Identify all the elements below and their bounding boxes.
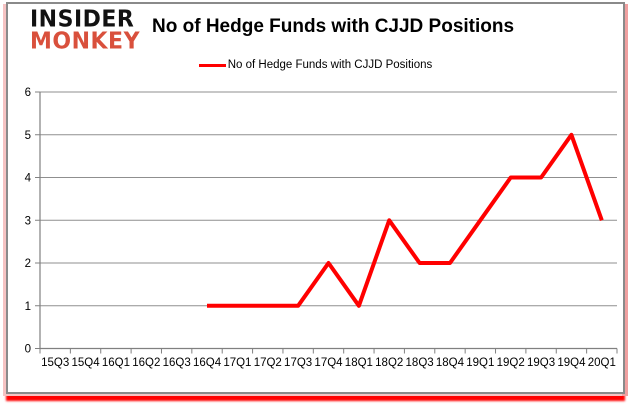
x-tick-label: 17Q1 xyxy=(223,357,251,369)
x-tick-label: 18Q2 xyxy=(375,357,403,369)
x-tick-label: 17Q2 xyxy=(254,357,282,369)
x-tick-label: 17Q4 xyxy=(314,357,343,369)
y-tick-label: 0 xyxy=(25,344,31,356)
chart-frame: INSIDER MONKEY No of Hedge Funds with CJ… xyxy=(6,2,625,394)
y-tick-label: 2 xyxy=(25,258,31,270)
x-tick-label: 16Q4 xyxy=(193,357,222,369)
x-tick-label: 19Q2 xyxy=(497,357,525,369)
x-tick-label: 19Q1 xyxy=(466,357,494,369)
insider-monkey-logo: INSIDER MONKEY xyxy=(30,6,141,55)
y-tick-label: 3 xyxy=(25,215,31,227)
y-tick-label: 1 xyxy=(25,301,31,313)
chart-title: No of Hedge Funds with CJJD Positions xyxy=(152,16,515,37)
logo-text-monkey: MONKEY xyxy=(30,27,141,55)
y-tick-label: 4 xyxy=(25,173,32,185)
y-tick-label: 6 xyxy=(25,87,31,99)
x-tick-label: 15Q3 xyxy=(41,357,69,369)
x-tick-label: 18Q4 xyxy=(436,357,465,369)
data-line xyxy=(207,132,604,308)
x-tick-label: 16Q1 xyxy=(102,357,130,369)
x-tick-label: 17Q3 xyxy=(284,357,312,369)
logo-text-insider: INSIDER xyxy=(30,6,135,33)
x-tick-label: 20Q1 xyxy=(588,357,616,369)
legend: No of Hedge Funds with CJJD Positions xyxy=(8,57,623,73)
x-tick-label: 16Q3 xyxy=(163,357,191,369)
legend-label: No of Hedge Funds with CJJD Positions xyxy=(227,59,433,71)
x-tick-label: 19Q4 xyxy=(557,357,586,369)
x-tick-label: 19Q3 xyxy=(527,357,555,369)
x-tick-label: 18Q1 xyxy=(345,357,373,369)
x-tick-label: 18Q3 xyxy=(406,357,434,369)
legend-line-swatch xyxy=(198,63,226,67)
x-tick-label: 15Q4 xyxy=(71,357,100,369)
y-tick-label: 5 xyxy=(25,130,31,142)
x-tick-label: 16Q2 xyxy=(132,357,160,369)
